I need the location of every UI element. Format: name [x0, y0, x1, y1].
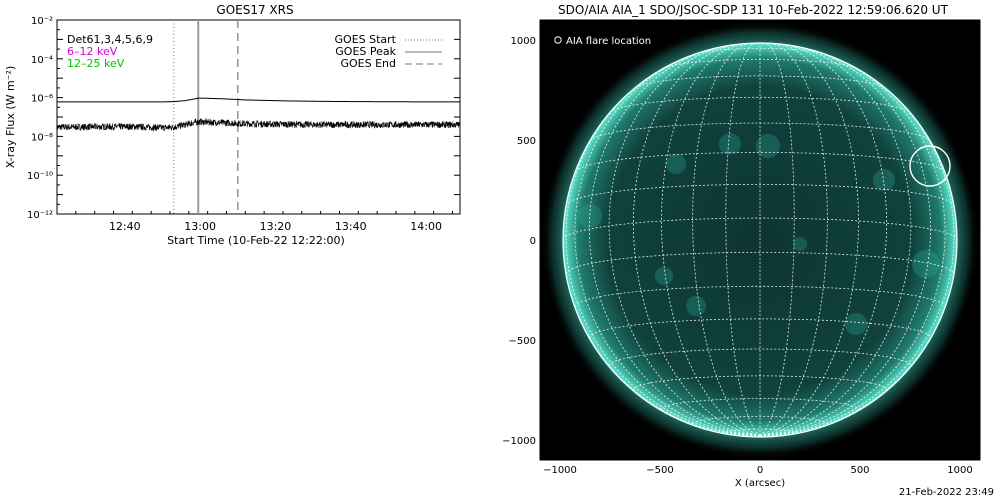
y-tick-label: 10⁻¹² [27, 210, 53, 221]
aia-x-axis-label: X (arcsec) [735, 478, 785, 489]
latitude-line [609, 96, 911, 113]
aia-y-tick-label: 0 [530, 236, 536, 247]
goes-legend: GOES Start GOES Peak GOES End [335, 33, 442, 70]
longitude-line [759, 47, 932, 437]
longitude-line [759, 43, 828, 437]
aia-title: SDO/AIA AIA_1 SDO/JSOC-SDP 131 10-Feb-20… [558, 3, 949, 17]
aia-y-ticks: −1000 −500 0 500 1000 [502, 19, 546, 461]
longitude-line [759, 43, 887, 437]
x-tick-label: 12:40 [109, 220, 141, 233]
channel-label-12-25kev: 12–25 keV [67, 57, 125, 70]
aia-y-tick-label: −1000 [502, 436, 536, 447]
longitude-line [759, 44, 912, 437]
solar-limb [562, 42, 958, 438]
goes-x-ticks: 12:40 13:00 13:20 13:40 14:00 [56, 211, 453, 233]
aia-x-ticks: −1000 −500 0 500 1000 [539, 454, 981, 476]
latitude-line [565, 252, 955, 275]
legend-goes-peak: GOES Peak [335, 45, 396, 58]
longitude-line [608, 44, 761, 437]
goes-series [56, 97, 461, 132]
series-line-long [57, 97, 460, 103]
active-region [719, 133, 741, 155]
flare-legend-symbol [554, 36, 562, 44]
aia-legend: AIA flare location [554, 36, 651, 47]
y-tick-label: 10⁻⁶ [31, 94, 53, 105]
active-region [686, 296, 706, 316]
longitude-line [692, 43, 761, 437]
longitude-line [588, 47, 761, 437]
y-tick-label: 10⁻² [31, 16, 53, 27]
aia-y-tick-label: 500 [517, 136, 536, 147]
goes-y-ticks: 10⁻² 10⁻⁴ 10⁻⁶ 10⁻⁸ 10⁻¹⁰ 10⁻¹² [27, 16, 460, 221]
aia-x-tick-label: −1000 [543, 465, 577, 476]
x-tick-label: 13:00 [184, 220, 216, 233]
goes-x-axis-label: Start Time (10-Feb-22 12:22:00) [167, 234, 345, 247]
longitude-line [633, 43, 761, 437]
solar-disk [563, 43, 957, 437]
goes-event-lines [173, 20, 239, 214]
active-regions [578, 133, 940, 335]
goes-xrs-chart: GOES17 XRS 10⁻² 10⁻⁴ 10⁻⁶ 10⁻⁸ 10⁻¹⁰ 10⁻¹² 12… [4, 3, 461, 247]
series-line-short [56, 117, 461, 132]
longitude-line [574, 53, 761, 437]
channel-label-detectors: Det61,3,4,5,6,9 [67, 33, 153, 46]
channel-label-6-12kev: 6–12 keV [67, 45, 118, 58]
aia-image-panel: SDO/AIA AIA_1 SDO/JSOC-SDP 131 10-Feb-20… [502, 3, 981, 489]
y-tick-label: 10⁻⁴ [31, 55, 53, 66]
active-region [655, 267, 673, 285]
y-tick-label: 10⁻¹⁰ [27, 171, 53, 182]
x-tick-label: 14:00 [410, 220, 442, 233]
latitude-line [725, 428, 795, 433]
aia-x-tick-label: 1000 [947, 465, 972, 476]
active-region [873, 169, 895, 191]
active-region [912, 250, 940, 278]
longitude-line [759, 43, 795, 437]
legend-goes-start: GOES Start [335, 33, 397, 46]
aia-y-tick-label: −500 [509, 336, 536, 347]
latitude-line [565, 184, 955, 206]
longitude-line [661, 43, 761, 437]
legend-goes-end: GOES End [340, 57, 396, 70]
x-tick-label: 13:20 [260, 220, 292, 233]
longitude-line [759, 43, 859, 437]
aia-x-tick-label: 500 [850, 465, 869, 476]
active-region [793, 237, 807, 251]
longitude-line [759, 75, 955, 437]
active-region [845, 313, 867, 335]
generation-timestamp: 21-Feb-2022 23:49 [898, 487, 994, 498]
latitude-line [692, 416, 828, 425]
heliographic-grid [563, 43, 957, 437]
flare-location-marker [909, 145, 951, 187]
goes-y-axis-label: X-ray Flux (W m⁻²) [4, 66, 17, 168]
flare-legend-label: AIA flare location [566, 36, 651, 47]
aia-y-tick-label: 1000 [511, 36, 536, 47]
goes-plot-frame [56, 19, 461, 215]
active-region [578, 204, 602, 228]
active-region [666, 154, 686, 174]
longitude-line [759, 53, 946, 437]
latitude-line [633, 375, 887, 390]
x-tick-label: 13:40 [335, 220, 367, 233]
goes-title: GOES17 XRS [216, 3, 293, 17]
y-tick-label: 10⁻⁸ [31, 132, 53, 143]
latitude-line [695, 48, 825, 55]
longitude-line [725, 43, 761, 437]
aia-x-tick-label: −500 [646, 465, 673, 476]
longitude-line [565, 75, 761, 437]
aia-x-tick-label: 0 [757, 465, 763, 476]
